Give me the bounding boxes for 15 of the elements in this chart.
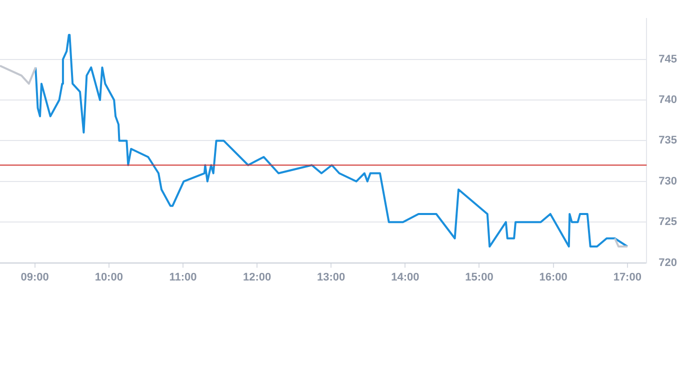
x-tick-label: 10:00 [94, 271, 123, 284]
x-tick-label: 17:00 [613, 271, 642, 284]
y-tick-label: 745 [658, 53, 678, 66]
y-tick-label: 730 [658, 175, 678, 188]
x-tick-label: 09:00 [20, 271, 49, 284]
x-tick-label: 13:00 [317, 271, 346, 284]
x-tick-label: 15:00 [465, 271, 494, 284]
y-tick-label: 720 [658, 256, 678, 269]
y-tick-label: 725 [658, 216, 678, 228]
y-tick-label: 740 [658, 94, 678, 106]
x-tick-label: 11:00 [169, 271, 197, 284]
x-tick-label: 16:00 [539, 271, 568, 284]
y-tick-label: 735 [658, 134, 678, 147]
x-tick-label: 14:00 [391, 271, 420, 284]
x-tick-label: 12:00 [242, 271, 272, 284]
